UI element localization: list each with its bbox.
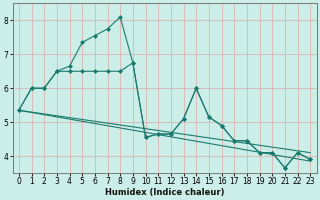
X-axis label: Humidex (Indice chaleur): Humidex (Indice chaleur) [105, 188, 224, 197]
